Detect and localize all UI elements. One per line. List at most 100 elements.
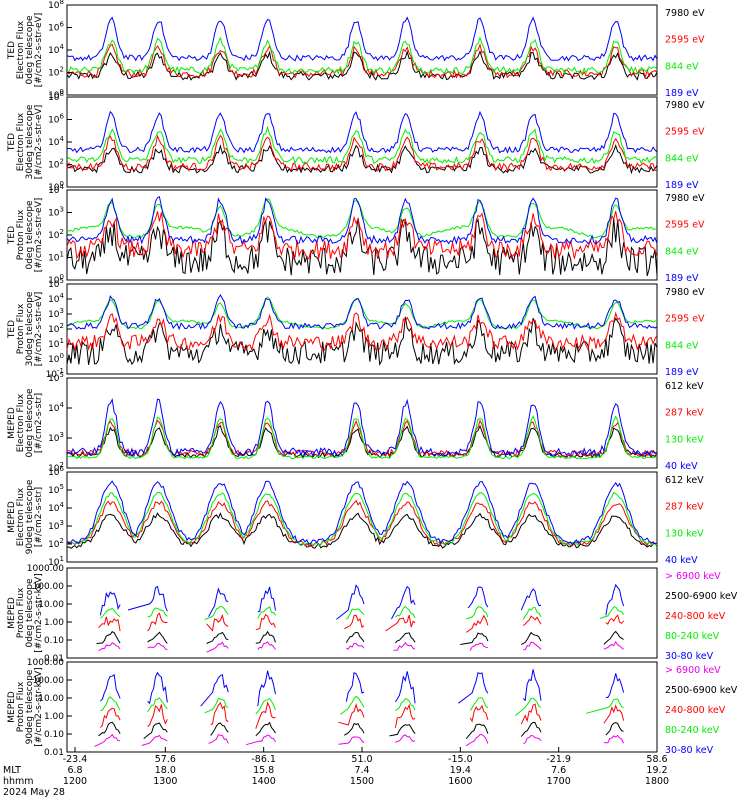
x-hhmm-value: 1700 — [547, 776, 571, 787]
x-hhmm-value: 1800 — [645, 776, 669, 787]
legend-entry: 7980 eV — [665, 193, 705, 204]
legend-entry: 287 keV — [665, 408, 704, 419]
y-axis-label: TEDElectron Flux30deg telescope[#/cm2-s-… — [7, 104, 44, 179]
y-tick-label: 10.00 — [38, 600, 64, 610]
legend-entry: 189 eV — [665, 367, 699, 378]
y-axis-label: MEPEDElectron Flux0deg telescope[#/cm2-s… — [7, 388, 44, 458]
series-line — [66, 294, 658, 331]
legend-entry: 7980 eV — [665, 287, 705, 298]
hhmm-row-label: hhmm — [3, 776, 34, 787]
x-top-value: -23.4 — [63, 754, 88, 765]
series-line — [66, 134, 658, 173]
x-top-value: 58.6 — [646, 754, 667, 765]
panel-7: 1000.00 100.00 10.00 1.00 0.10 0.01MEPEDProto… — [7, 564, 738, 664]
x-mlt-value: 18.0 — [155, 765, 176, 776]
legend-entry: 612 keV — [665, 475, 704, 486]
y-tick-label: 105 — [48, 483, 64, 496]
y-tick-label: 104 — [48, 401, 64, 414]
legend-entry: 240-800 keV — [665, 705, 726, 716]
legend-entry: 287 keV — [665, 502, 704, 513]
y-axis-label: MEPEDProton Flux0deg telescope[#/cm2-s-s… — [7, 573, 44, 652]
panels-group: 108 106 104 102 100 TEDElectron Flux0deg tele… — [7, 0, 738, 758]
y-tick-label: 101 — [48, 251, 64, 264]
y-tick-label: 104 — [48, 501, 64, 514]
x-mlt-value: 19.4 — [450, 765, 471, 776]
x-mlt-value: 7.6 — [551, 765, 566, 776]
y-tick-label: 1.00 — [44, 618, 64, 628]
legend-entry: 2595 eV — [665, 35, 705, 46]
y-tick-label: 1.00 — [44, 712, 64, 722]
series-line — [100, 585, 651, 620]
series-line — [100, 703, 645, 731]
y-tick-label: 0.01 — [44, 654, 64, 664]
x-mlt-value: 7.4 — [354, 765, 369, 776]
y-axis-label: TEDProton Flux0deg telescope[#/cm2-s-str… — [7, 198, 44, 273]
y-tick-label: 102 — [48, 322, 64, 335]
legend-entry: 2595 eV — [665, 127, 705, 138]
y-tick-label: 0.10 — [44, 636, 64, 646]
series-line — [66, 210, 658, 260]
series-line — [66, 415, 658, 460]
y-tick-label: 102 — [48, 537, 64, 550]
legend-entry: > 6900 keV — [665, 571, 721, 582]
legend-entry: 30-80 keV — [665, 651, 714, 662]
y-tick-label: 104 — [48, 135, 64, 148]
series-line — [100, 606, 657, 620]
legend-entry: 40 keV — [665, 555, 698, 566]
series-line — [66, 125, 658, 165]
y-axis-label: TEDElectron Flux0deg telescope[#/cm2-s-s… — [7, 13, 44, 88]
y-tick-label: 108 — [48, 0, 64, 11]
y-tick-label: 100.00 — [33, 676, 65, 686]
legend-entry: 2595 eV — [665, 220, 705, 231]
series-line — [66, 480, 658, 546]
legend-entry: 130 keV — [665, 434, 704, 445]
y-tick-label: 106 — [48, 21, 64, 34]
legend-entry: 189 eV — [665, 88, 699, 99]
legend-entry: 189 eV — [665, 273, 699, 284]
legend-entry: > 6900 keV — [665, 665, 721, 676]
y-tick-label: 10.00 — [38, 694, 64, 704]
legend-entry: 130 keV — [665, 528, 704, 539]
y-tick-label: 0.01 — [44, 748, 64, 758]
series-line — [66, 512, 658, 550]
legend-entry: 80-240 keV — [665, 631, 720, 642]
y-axis-label: MEPEDProton Flux90deg telescope[#/cm2-s-… — [7, 667, 44, 746]
legend-entry: 40 keV — [665, 461, 698, 472]
panel-frame — [66, 567, 658, 659]
legend-entry: 2500-6900 keV — [665, 591, 738, 602]
legend-entry: 2500-6900 keV — [665, 685, 738, 696]
y-tick-label: 101 — [48, 337, 64, 350]
legend-entry: 2595 eV — [665, 314, 705, 325]
x-mlt-value: 15.8 — [253, 765, 274, 776]
panel-frame — [66, 471, 658, 563]
series-line — [66, 499, 658, 547]
x-mlt-value: 6.8 — [67, 765, 82, 776]
series-line — [66, 36, 658, 75]
legend-entry: 7980 eV — [665, 100, 705, 111]
panel-8: 1000.00 100.00 10.00 1.00 0.10 0.01MEPEDProto… — [7, 658, 738, 758]
y-tick-label: 103 — [48, 431, 64, 444]
x-hhmm-value: 1200 — [63, 776, 87, 787]
y-tick-label: 100 — [48, 352, 64, 365]
date-label: 2024 May 28 — [3, 787, 65, 798]
y-tick-label: 103 — [48, 519, 64, 532]
mlt-row-label: MLT — [3, 765, 21, 776]
y-tick-label: 100.00 — [33, 582, 65, 592]
panel-frame — [66, 283, 658, 375]
series-line — [66, 424, 658, 459]
series-line — [99, 613, 654, 632]
panel-frame — [66, 377, 658, 469]
y-tick-label: 102 — [48, 158, 64, 171]
y-tick-label: 104 — [48, 292, 64, 305]
y-tick-label: 102 — [48, 228, 64, 241]
legend-entry: 612 keV — [665, 381, 704, 392]
series-line — [66, 397, 658, 458]
x-top-value: -86.1 — [251, 754, 276, 765]
legend-entry: 240-800 keV — [665, 611, 726, 622]
